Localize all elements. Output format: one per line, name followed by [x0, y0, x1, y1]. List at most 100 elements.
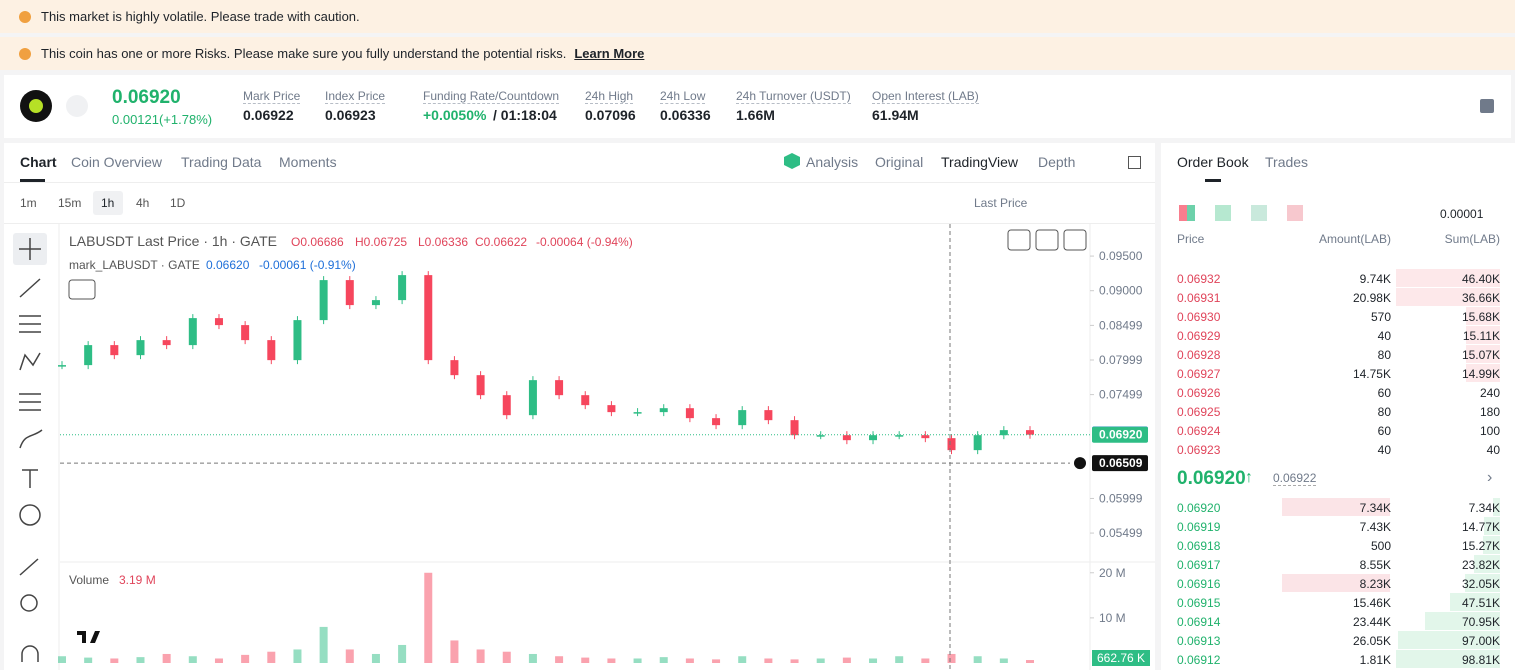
- stat-value: 0.06336: [660, 107, 711, 123]
- book-icon[interactable]: [1480, 99, 1494, 113]
- mid-mark: 0.06922: [1273, 471, 1317, 486]
- col-header: Sum(LAB): [1444, 232, 1500, 246]
- row-price: 0.06927: [1177, 367, 1221, 381]
- flash-bar: [1282, 498, 1390, 516]
- banner-text: This coin has one or more Risks. Please …: [41, 46, 567, 61]
- view-both[interactable]: [1179, 205, 1195, 221]
- row-sum: 98.81K: [1461, 653, 1500, 667]
- row-amount: 7.43K: [1359, 520, 1391, 534]
- interval[interactable]: 4h: [136, 196, 150, 210]
- chart-tab[interactable]: Moments: [279, 154, 337, 170]
- view-bids[interactable]: [1215, 205, 1231, 221]
- interval[interactable]: 15m: [58, 196, 82, 210]
- tab-underline: [20, 179, 45, 182]
- row-amount: 40: [1377, 329, 1391, 343]
- view-split[interactable]: [1251, 205, 1267, 221]
- view-tab[interactable]: Analysis: [806, 154, 859, 170]
- row-amount: 7.34K: [1359, 501, 1391, 515]
- row-sum: 15.27K: [1461, 539, 1500, 553]
- stat-label: Mark Price: [243, 89, 301, 104]
- depth-bar: [1450, 593, 1500, 611]
- tab[interactable]: Trades: [1265, 154, 1309, 170]
- window-icon[interactable]: [1128, 156, 1141, 169]
- ticker-bar: 0.06920 0.00121(+1.78%) Mark Price 0.0692…: [4, 75, 1511, 138]
- stat-label: Index Price: [325, 89, 386, 104]
- tab[interactable]: Order Book: [1177, 154, 1249, 170]
- row-sum: 7.34K: [1468, 501, 1500, 515]
- row-price: 0.06918: [1177, 539, 1221, 553]
- stat-label: 24h Low: [660, 89, 706, 104]
- view-tab[interactable]: TradingView: [941, 154, 1019, 170]
- row-sum: 14.77K: [1461, 520, 1500, 534]
- price-type[interactable]: Last Price: [974, 196, 1028, 210]
- chart-tab[interactable]: Trading Data: [181, 154, 262, 170]
- col-header: Price: [1177, 232, 1205, 246]
- row-price: 0.06928: [1177, 348, 1221, 362]
- interval[interactable]: 1D: [170, 196, 186, 210]
- stat-value: 1.66M: [736, 107, 775, 123]
- chart-tab[interactable]: Coin Overview: [71, 154, 163, 170]
- row-price: 0.06914: [1177, 615, 1221, 629]
- row-price: 0.06919: [1177, 520, 1221, 534]
- row-amount: 40: [1377, 443, 1391, 457]
- stat-extra: / 01:18:04: [493, 107, 557, 123]
- interval[interactable]: 1m: [20, 196, 37, 210]
- row-amount: 1.81K: [1359, 653, 1391, 667]
- row-amount: 8.23K: [1359, 577, 1391, 591]
- row-price: 0.06930: [1177, 310, 1221, 324]
- analysis-icon: [784, 153, 800, 169]
- row-amount: 60: [1377, 424, 1391, 438]
- mid-price: 0.06920: [1177, 468, 1246, 489]
- row-sum: 36.66K: [1461, 291, 1500, 305]
- row-sum: 70.95K: [1461, 615, 1500, 629]
- order-book: Order Book Trades 0.00001 Price Amount(L…: [1161, 143, 1515, 670]
- depth-bar: [1396, 650, 1500, 668]
- row-sum: 32.05K: [1461, 577, 1500, 591]
- learn-more-link[interactable]: Learn More: [574, 46, 645, 61]
- depth-bar: [1466, 345, 1500, 363]
- row-amount: 80: [1377, 405, 1391, 419]
- row-amount: 80: [1377, 348, 1391, 362]
- stat-label: 24h Turnover (USDT): [736, 89, 851, 104]
- chart-tab[interactable]: Chart: [20, 154, 57, 170]
- depth-bar: [1396, 288, 1500, 306]
- chart-panel: Chart Coin Overview Trading Data Moments An…: [4, 143, 1155, 670]
- row-sum: 240: [1479, 386, 1500, 400]
- row-sum: 23.82K: [1461, 558, 1500, 572]
- view-asks[interactable]: [1287, 205, 1303, 221]
- row-price: 0.06926: [1177, 386, 1221, 400]
- row-amount: 8.55K: [1359, 558, 1391, 572]
- row-price: 0.06920: [1177, 501, 1221, 515]
- row-price: 0.06929: [1177, 329, 1221, 343]
- risk-banner: This coin has one or more Risks. Please …: [0, 37, 1515, 70]
- row-sum: 46.40K: [1461, 272, 1500, 286]
- depth-bar: [1493, 498, 1500, 516]
- depth-bar: [1484, 517, 1500, 535]
- row-sum: 15.68K: [1461, 310, 1500, 324]
- interval[interactable]: 1h: [101, 196, 115, 210]
- row-sum: 47.51K: [1461, 596, 1500, 610]
- favorite-star[interactable]: [66, 95, 88, 117]
- depth-bar: [1483, 536, 1500, 554]
- warning-banner: This market is highly volatile. Please t…: [0, 0, 1515, 33]
- depth-bar: [1425, 612, 1500, 630]
- row-sum: 180: [1479, 405, 1500, 419]
- row-amount: 26.05K: [1352, 634, 1391, 648]
- last-price: 0.06920: [112, 87, 181, 108]
- stat-label: 24h High: [585, 89, 634, 104]
- tick-size[interactable]: 0.00001: [1440, 207, 1484, 221]
- stat-label: Open Interest (LAB): [872, 89, 979, 104]
- depth-bar: [1465, 574, 1500, 592]
- row-sum: 15.07K: [1461, 348, 1500, 362]
- row-amount: 20.98K: [1352, 291, 1391, 305]
- row-amount: 60: [1377, 386, 1391, 400]
- price-change: 0.00121(+1.78%): [112, 112, 213, 127]
- view-tab[interactable]: Original: [875, 154, 924, 170]
- tab-underline: [1205, 179, 1221, 182]
- row-price: 0.06923: [1177, 443, 1221, 457]
- view-tab[interactable]: Depth: [1038, 154, 1076, 170]
- row-amount: 500: [1370, 539, 1391, 553]
- depth-bar: [1466, 364, 1500, 382]
- chevron[interactable]: ›: [1487, 469, 1493, 486]
